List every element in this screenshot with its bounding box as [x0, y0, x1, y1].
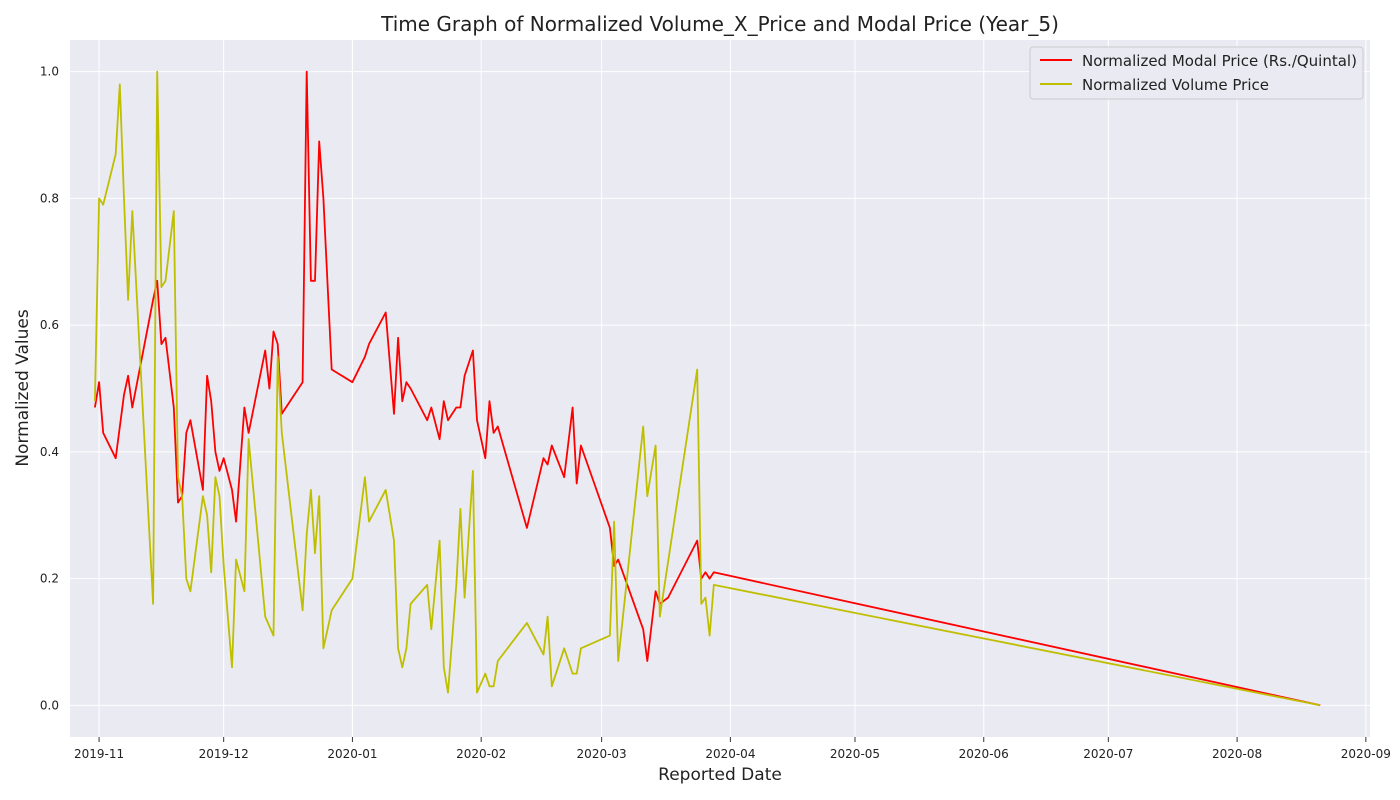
tick-labels: 2019-11 2019-12 2020-01 2020-02 2020-03 2020-…: [40, 65, 1391, 761]
y-tick-label: 0.4: [40, 445, 59, 459]
series-line-modal-price: [94, 70, 1321, 707]
x-tick-label: 2020-09: [1341, 747, 1391, 761]
y-tick-label: 1.0: [40, 65, 59, 79]
x-tick-label: 2020-01: [327, 747, 377, 761]
legend: Normalized Modal Price (Rs./Quintal) Nor…: [1029, 46, 1364, 100]
x-tick-label: 2020-02: [456, 747, 506, 761]
x-tick-label: 2020-07: [1083, 747, 1133, 761]
x-tick-label: 2019-12: [199, 747, 249, 761]
x-tick-label: 2020-03: [577, 747, 627, 761]
legend-label-volume-price: Normalized Volume Price: [1082, 76, 1269, 94]
x-tick-label: 2020-04: [705, 747, 755, 761]
x-tick-label: 2020-08: [1212, 747, 1262, 761]
plot-area: [70, 40, 1370, 737]
series-line-volume-price: [94, 70, 1321, 707]
legend-box: [1029, 46, 1364, 100]
y-tick-label: 0.6: [40, 318, 59, 332]
grid-lines: [70, 40, 1370, 737]
chart-title: Time Graph of Normalized Volume_X_Price …: [380, 12, 1059, 36]
legend-label-modal-price: Normalized Modal Price (Rs./Quintal): [1082, 52, 1357, 70]
y-tick-label: 0.8: [40, 191, 59, 205]
y-tick-label: 0.2: [40, 572, 59, 586]
x-tick-label: 2020-05: [830, 747, 880, 761]
x-tick-label: 2019-11: [74, 747, 124, 761]
y-axis-label: Normalized Values: [13, 309, 33, 466]
series-lines: [94, 70, 1321, 707]
y-tick-label: 0.0: [40, 698, 59, 712]
x-axis-label: Reported Date: [658, 765, 782, 785]
x-tick-label: 2020-06: [959, 747, 1009, 761]
